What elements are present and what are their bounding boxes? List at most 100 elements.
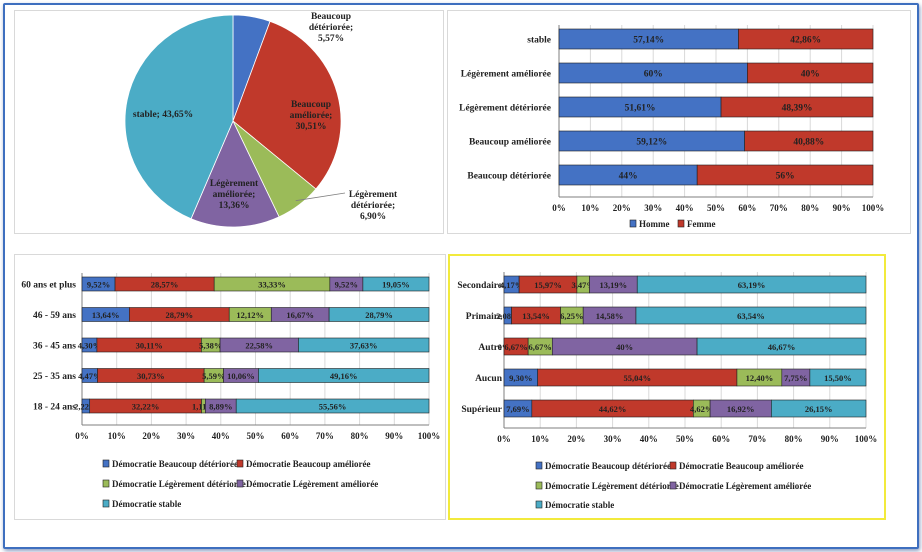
category-label: Supérieur: [461, 405, 502, 415]
legend-swatch: [535, 461, 543, 470]
bar-segment: [738, 28, 874, 50]
pie-slice-label: stable; 43,65%: [133, 110, 193, 120]
category-label: 25 - 35 ans: [33, 372, 76, 382]
category-label: 36 - 45 ans: [33, 342, 76, 352]
x-tick-label: 60%: [281, 431, 299, 441]
x-tick-label: 0%: [497, 434, 511, 444]
x-tick-label: 0%: [75, 431, 89, 441]
data-label: 7,75%: [784, 373, 807, 383]
category-label: Beaucoup améliorée: [469, 138, 551, 148]
data-label: 9,30%: [509, 373, 532, 383]
x-tick-label: 60%: [738, 203, 756, 213]
legend-swatch: [669, 481, 677, 490]
bar-segment: [235, 398, 430, 414]
gender-bar-chart: 0% 10% 20% 30% 40% 50% 60% 70% 80% 90% 100% stable 5…: [459, 25, 885, 229]
legend-label: Démocratie stable: [112, 499, 181, 509]
data-label: 6,67%: [504, 342, 527, 352]
pie-slice: [232, 20, 342, 190]
x-tick-label: 100%: [418, 431, 441, 441]
bar-segment: [747, 62, 874, 84]
education-panel: 0% 10% 20% 30% 40% 50% 60% 70% 80% 90% 100% Seconda…: [448, 254, 886, 520]
x-tick-label: 40%: [640, 434, 658, 444]
x-tick-label: 20%: [142, 431, 160, 441]
bar-segment: [328, 307, 430, 322]
data-label: 44,62%: [599, 404, 627, 414]
data-label: 30,73%: [137, 371, 165, 381]
category-label: Primaire: [466, 312, 502, 322]
data-label: 57,14%: [633, 35, 664, 45]
data-label: 12,12%: [236, 310, 264, 320]
pie-slice: [190, 120, 280, 228]
data-label: 46,67%: [768, 342, 796, 352]
data-label: 49,16%: [330, 371, 358, 381]
legend-label: Démocratie Beaucoup améliorée: [246, 459, 370, 469]
data-label: 55,56%: [319, 401, 347, 411]
data-label: 15,50%: [824, 373, 852, 383]
data-label: 5,59%: [202, 371, 225, 381]
data-label: 40%: [616, 342, 633, 352]
x-tick-label: 20%: [567, 434, 585, 444]
legend-label: Démocratie Beaucoup détériorée: [545, 461, 671, 471]
x-tick-label: 100%: [862, 203, 885, 213]
x-tick-label: 20%: [613, 203, 631, 213]
data-label: 40,88%: [793, 137, 824, 147]
data-label: 55,04%: [623, 373, 651, 383]
data-label: 33,33%: [258, 279, 286, 289]
x-tick-label: 30%: [644, 203, 662, 213]
data-label: 16,92%: [727, 404, 755, 414]
category-label: 18 - 24 ans: [33, 403, 76, 413]
data-label: 28,57%: [151, 279, 179, 289]
data-label: 9,52%: [335, 279, 358, 289]
data-label: 37,63%: [350, 340, 378, 350]
data-label: 32,22%: [132, 401, 160, 411]
x-tick-label: 10%: [108, 431, 126, 441]
legend-swatch: [236, 479, 244, 488]
legend-swatch: [236, 459, 244, 468]
x-tick-label: 30%: [177, 431, 195, 441]
bar-segment: [809, 368, 867, 387]
data-label: 5,38%: [199, 340, 222, 350]
data-label: 6,25%: [560, 311, 583, 321]
x-tick-label: 100%: [855, 434, 878, 444]
x-tick-label: 70%: [770, 203, 788, 213]
pie-slice-label: Beaucoup améliorée; 30,51%: [290, 100, 333, 132]
age-bar-chart: 0% 10% 20% 30% 40% 50% 60% 70% 80% 90% 100% 60 ans …: [21, 273, 441, 509]
legend-label: Démocratie Beaucoup détériorée: [112, 459, 238, 469]
data-label: 22,58%: [245, 340, 273, 350]
bar-segment: [636, 275, 867, 294]
legend-swatch: [677, 219, 685, 228]
data-label: 3,47%: [572, 280, 595, 290]
x-tick-label: 90%: [385, 431, 403, 441]
data-label: 51,61%: [625, 103, 656, 113]
data-label: 48,39%: [782, 103, 813, 113]
education-bar-chart: 0% 10% 20% 30% 40% 50% 60% 70% 80% 90% 100% Seconda…: [457, 272, 878, 510]
legend-swatch: [535, 500, 543, 509]
data-label: 8,89%: [209, 401, 232, 411]
data-label: 15,97%: [534, 280, 562, 290]
data-label: 2,08%: [496, 311, 519, 321]
category-label: 46 - 59 ans: [33, 311, 76, 321]
bar-segment: [720, 96, 874, 118]
data-label: 7,69%: [506, 404, 529, 414]
data-label: 13,64%: [92, 310, 120, 320]
bar-segment: [635, 306, 867, 325]
legend-label: Femme: [687, 219, 715, 229]
pie-slice: [124, 14, 234, 220]
data-label: 9,52%: [87, 279, 110, 289]
pie-slice-label: Beaucoup détériorée; 5,57%: [309, 12, 353, 44]
legend-swatch: [102, 499, 110, 508]
data-label: 44%: [619, 171, 638, 181]
data-label: 56%: [776, 171, 795, 181]
data-label: 42,86%: [790, 35, 821, 45]
pie-slice-label: Légèrement détériorée; 6,90%: [349, 190, 398, 222]
category-label: Beaucoup détériorée: [467, 172, 551, 182]
data-label: 26,15%: [805, 404, 833, 414]
x-tick-label: 10%: [581, 203, 599, 213]
data-label: 10,06%: [227, 371, 255, 381]
legend-swatch: [102, 479, 110, 488]
x-tick-label: 80%: [785, 434, 803, 444]
gender-panel: 0% 10% 20% 30% 40% 50% 60% 70% 80% 90% 100% stable 5…: [447, 10, 911, 234]
bar-segment: [696, 164, 874, 186]
category-label: Légèrement détériorée: [459, 104, 551, 114]
data-label: 40%: [801, 69, 820, 79]
